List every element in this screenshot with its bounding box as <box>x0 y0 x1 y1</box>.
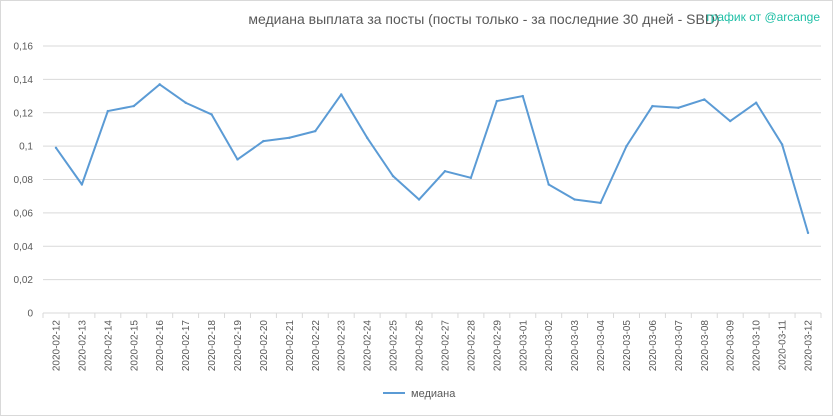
data-point <box>729 119 732 123</box>
x-tick-label: 2020-03-05 <box>622 320 633 372</box>
x-tick-label: 2020-02-26 <box>415 320 426 372</box>
data-point <box>443 169 447 173</box>
x-tick-label: 2020-03-09 <box>726 320 737 372</box>
x-tick-label: 2020-03-12 <box>804 320 815 372</box>
data-point <box>314 129 317 133</box>
data-point <box>573 198 576 201</box>
data-point <box>780 143 784 146</box>
data-point <box>495 99 499 103</box>
x-tick-label: 2020-03-01 <box>518 320 529 372</box>
x-tick-label: 2020-03-07 <box>674 320 685 372</box>
x-tick-label: 2020-02-12 <box>51 320 62 372</box>
x-tick-label: 2020-03-04 <box>596 320 607 372</box>
x-tick-label: 2020-02-25 <box>389 320 400 372</box>
data-point <box>599 201 602 205</box>
series-line <box>55 83 809 234</box>
data-point <box>547 183 550 186</box>
x-tick-label: 2020-02-22 <box>311 320 322 372</box>
data-point <box>210 113 213 116</box>
x-tick-label: 2020-02-17 <box>181 320 192 372</box>
data-point <box>625 144 628 148</box>
credit-label: график от @arcange <box>706 10 820 24</box>
x-tick-label: 2020-02-29 <box>492 320 503 372</box>
x-tick-label: 2020-02-15 <box>129 320 140 372</box>
data-point <box>754 101 758 104</box>
data-point <box>806 231 810 235</box>
y-tick-label: 0,08 <box>14 175 34 186</box>
x-tick-label: 2020-02-19 <box>233 320 244 372</box>
y-tick-label: 0,02 <box>14 275 34 286</box>
data-point <box>365 136 369 139</box>
data-point <box>184 101 187 104</box>
x-tick-label: 2020-03-08 <box>700 320 711 372</box>
x-tick-label: 2020-03-02 <box>544 320 555 372</box>
y-tick-label: 0,1 <box>19 142 33 153</box>
x-tick-label: 2020-02-24 <box>363 320 374 372</box>
y-tick-label: 0,16 <box>14 42 34 53</box>
x-tick-label: 2020-02-20 <box>259 320 270 372</box>
y-tick-label: 0,04 <box>14 242 34 253</box>
x-tick-label: 2020-03-11 <box>778 320 789 371</box>
y-tick-label: 0,12 <box>14 108 34 119</box>
x-tick-label: 2020-03-10 <box>752 320 763 372</box>
data-point <box>340 93 343 96</box>
data-point <box>80 183 84 186</box>
x-tick-label: 2020-02-18 <box>207 320 218 372</box>
x-tick-label: 2020-03-03 <box>570 320 581 372</box>
x-tick-label: 2020-03-06 <box>648 320 659 372</box>
x-tick-label: 2020-02-23 <box>337 320 348 372</box>
data-point <box>651 104 654 108</box>
x-tick-label: 2020-02-21 <box>285 320 296 372</box>
data-point <box>132 104 135 108</box>
data-point <box>703 98 706 101</box>
data-point <box>236 158 239 161</box>
y-tick-label: 0,06 <box>14 208 34 219</box>
data-point <box>288 136 291 139</box>
data-point <box>54 146 58 149</box>
data-point <box>469 176 473 180</box>
data-point <box>106 109 110 113</box>
x-tick-label: 2020-02-13 <box>77 320 88 372</box>
x-tick-label: 2020-02-28 <box>466 320 477 372</box>
data-point <box>262 139 265 143</box>
x-tick-label: 2020-02-16 <box>155 320 166 372</box>
data-point <box>677 106 680 109</box>
data-point <box>417 198 421 201</box>
data-point <box>391 174 395 178</box>
chart-title: медиана выплата за посты (посты только -… <box>248 11 720 27</box>
y-tick-label: 0,14 <box>14 75 34 86</box>
data-point <box>158 83 161 86</box>
data-point <box>521 94 524 98</box>
x-tick-label: 2020-02-27 <box>440 320 451 372</box>
y-tick-label: 0 <box>27 309 33 320</box>
x-tick-label: 2020-02-14 <box>103 320 114 372</box>
legend-label: медиана <box>411 388 456 400</box>
